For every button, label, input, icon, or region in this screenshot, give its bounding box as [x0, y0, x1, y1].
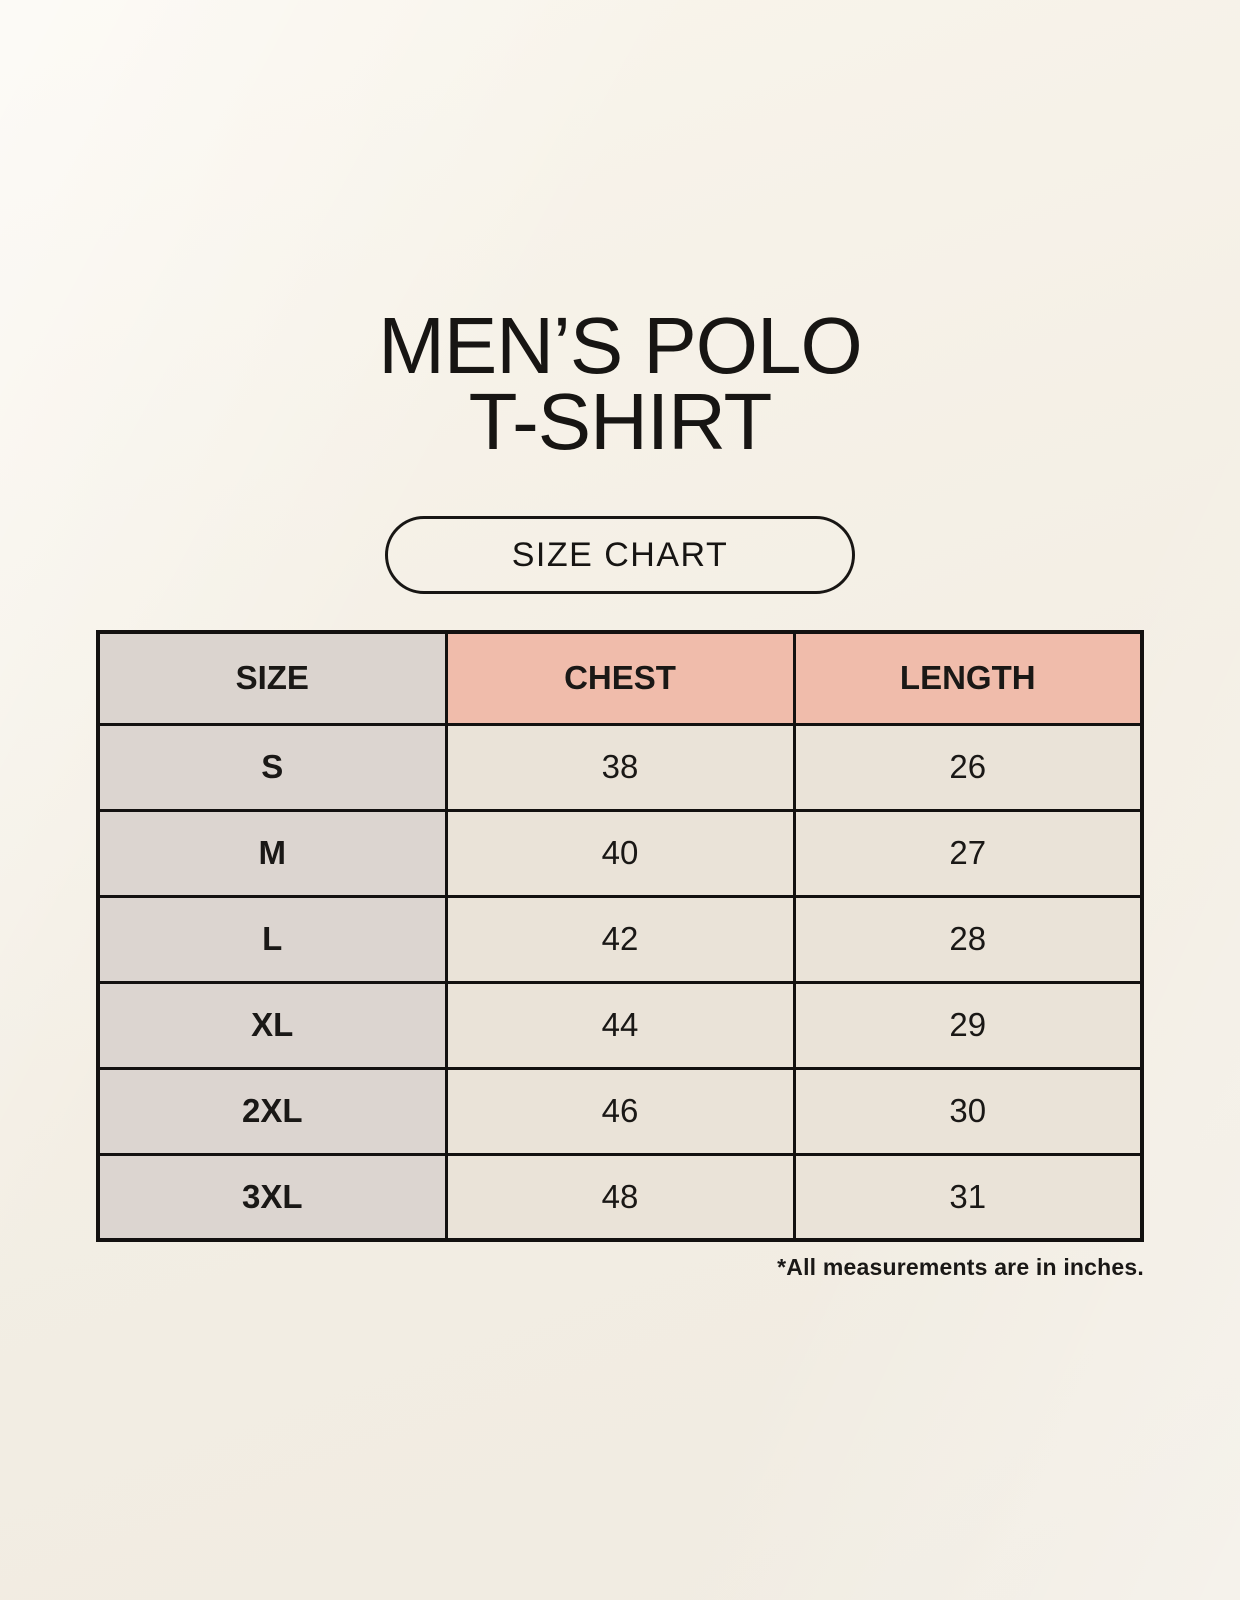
size-cell: L — [96, 894, 448, 984]
table-row: 3XL 48 31 — [96, 1152, 1144, 1242]
size-cell: XL — [96, 980, 448, 1070]
page-title-line1: MEN’S POLO — [378, 301, 862, 390]
length-cell: 28 — [792, 894, 1144, 984]
chest-cell: 48 — [444, 1152, 796, 1242]
size-cell: S — [96, 722, 448, 812]
page-title-line2: T-SHIRT — [468, 377, 773, 466]
table-row: XL 44 29 — [96, 980, 1144, 1070]
size-cell: 3XL — [96, 1152, 448, 1242]
column-header-length: LENGTH — [792, 630, 1144, 726]
chest-cell: 44 — [444, 980, 796, 1070]
size-chart-table: SIZE CHEST LENGTH S 38 26 M 40 27 L 42 2… — [96, 630, 1144, 1242]
size-cell: 2XL — [96, 1066, 448, 1156]
column-header-size: SIZE — [96, 630, 448, 726]
size-chart-badge-label: SIZE CHART — [511, 535, 729, 574]
page-title: MEN’S POLO T-SHIRT — [378, 306, 862, 462]
length-cell: 29 — [792, 980, 1144, 1070]
length-cell: 30 — [792, 1066, 1144, 1156]
column-header-chest: CHEST — [444, 630, 796, 726]
table-row: S 38 26 — [96, 722, 1144, 812]
table-row: L 42 28 — [96, 894, 1144, 984]
chest-cell: 42 — [444, 894, 796, 984]
table-row: M 40 27 — [96, 808, 1144, 898]
table-header-row: SIZE CHEST LENGTH — [96, 630, 1144, 726]
size-cell: M — [96, 808, 448, 898]
length-cell: 27 — [792, 808, 1144, 898]
size-chart-badge: SIZE CHART — [385, 516, 855, 594]
chest-cell: 46 — [444, 1066, 796, 1156]
table-row: 2XL 46 30 — [96, 1066, 1144, 1156]
chest-cell: 38 — [444, 722, 796, 812]
measurements-footnote: *All measurements are in inches. — [777, 1254, 1144, 1280]
chest-cell: 40 — [444, 808, 796, 898]
length-cell: 26 — [792, 722, 1144, 812]
length-cell: 31 — [792, 1152, 1144, 1242]
